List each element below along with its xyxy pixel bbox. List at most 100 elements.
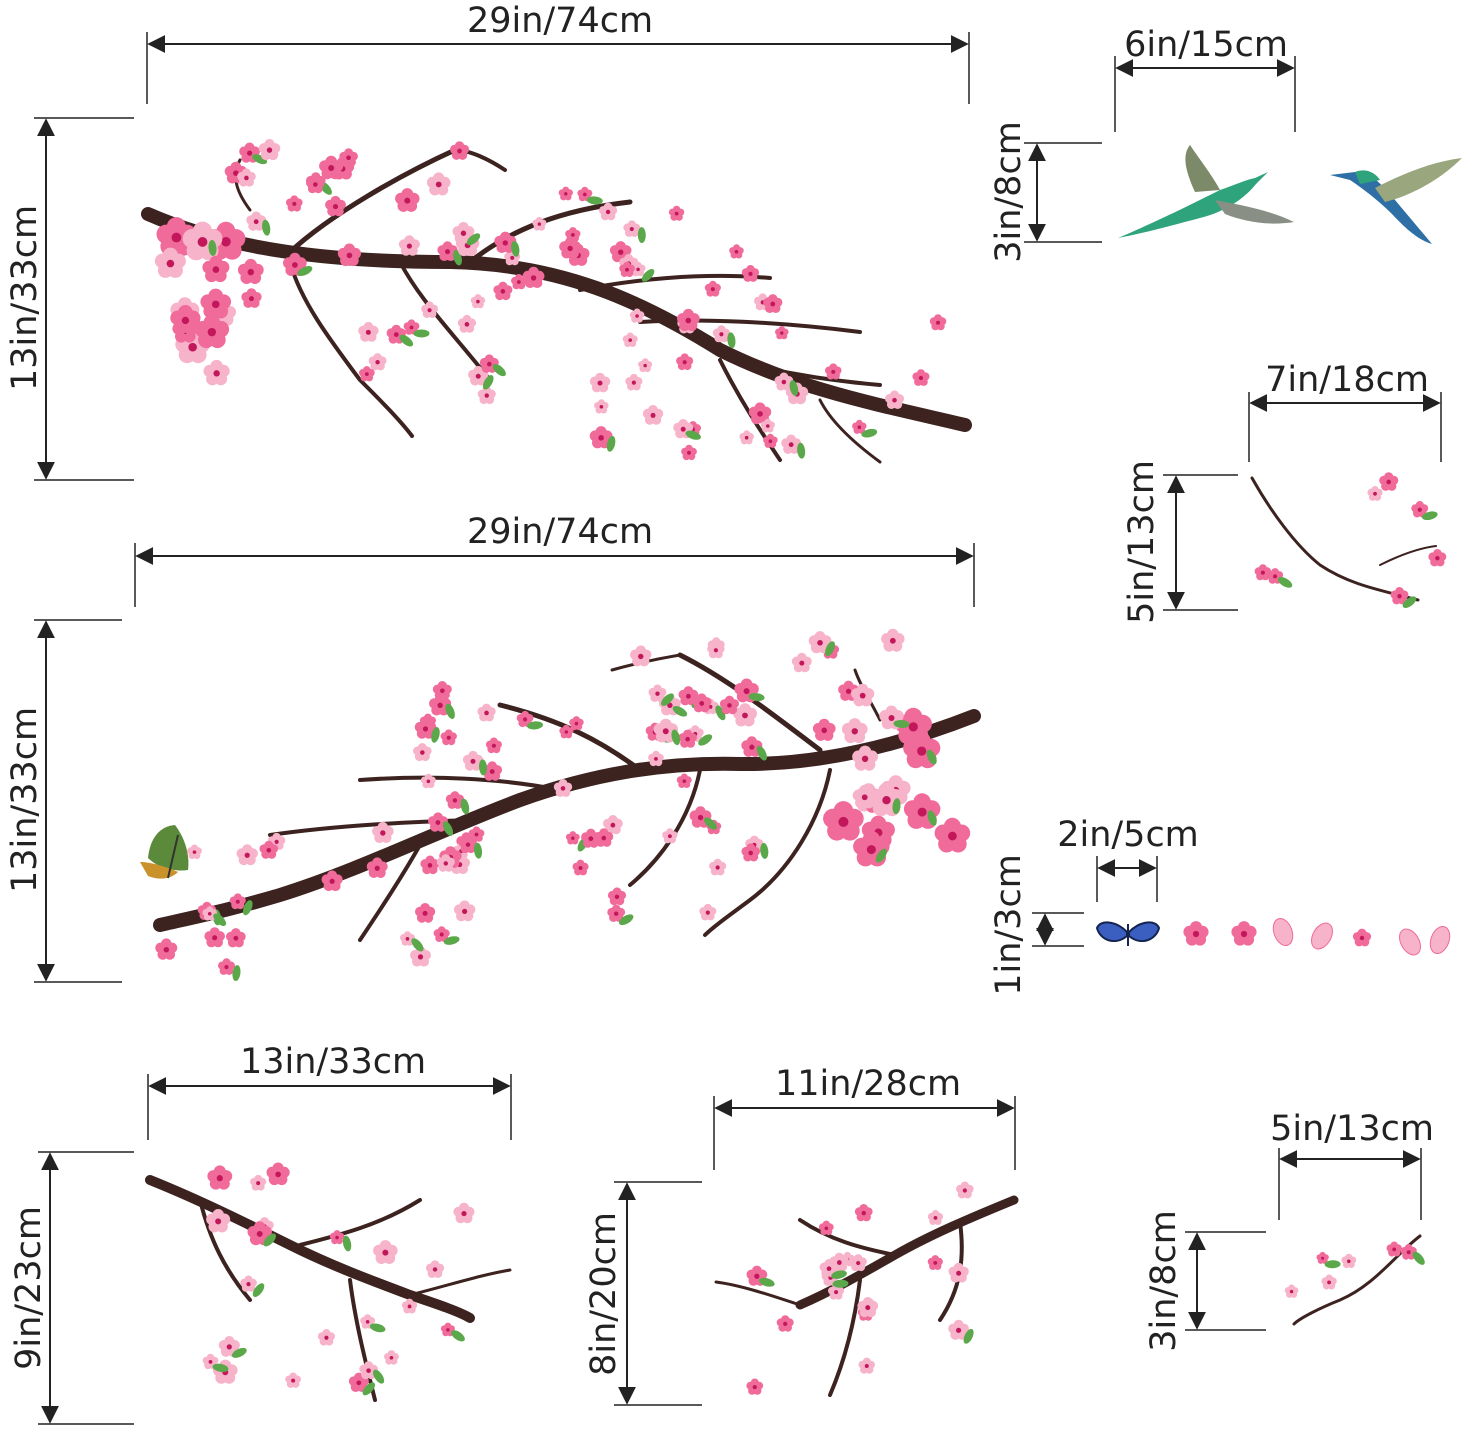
blossom-icon: [218, 958, 235, 975]
blossom-icon: [565, 831, 580, 845]
leaf-icon: [825, 641, 836, 657]
leaf-icon: [342, 1235, 352, 1252]
leaf-icon: [478, 759, 488, 776]
blossom-icon: [1352, 928, 1372, 947]
hummingbird-right-icon: [1330, 158, 1462, 244]
blossom-icon: [956, 1181, 974, 1199]
blossom-icon: [589, 372, 611, 393]
blossom-icon: [1386, 1241, 1402, 1257]
blossom-icon: [453, 900, 476, 922]
leaf-icon: [1402, 596, 1417, 608]
width-label-sprig-right: 7in/18cm: [1265, 360, 1429, 400]
blossom-icon: [440, 729, 457, 746]
leaf-icon: [213, 913, 227, 927]
blossom-icon: [741, 843, 760, 862]
blossom-icon: [763, 433, 778, 448]
blossom-icon: [625, 373, 643, 391]
height-dimension-corner-mid: 8in/20cm: [584, 1181, 702, 1406]
blossom-icon: [286, 195, 303, 212]
blossom-icon: [739, 430, 754, 445]
blossom-icon: [236, 844, 258, 866]
leaf-icon: [748, 693, 765, 702]
leaf-icon: [831, 1270, 847, 1279]
blossom-icon: [339, 148, 358, 167]
blossom-icon: [329, 1230, 345, 1245]
blossom-icon: [589, 426, 613, 449]
leaf-icon: [715, 705, 726, 721]
height-label-corner-left: 9in/23cm: [9, 1206, 49, 1370]
blossom-icon: [699, 903, 717, 921]
blossom-icon: [1379, 472, 1399, 491]
petal-icon: [1311, 922, 1333, 950]
leaf-icon: [727, 332, 736, 349]
leaf-icon: [661, 693, 674, 706]
blossom-icon: [1390, 587, 1409, 605]
height-dimension-top: 13in/33cm: [5, 117, 134, 481]
blossom-icon: [436, 854, 455, 872]
blossom-icon: [857, 1297, 879, 1318]
petal-icon: [1399, 928, 1421, 956]
blossom-icon: [493, 281, 513, 301]
blossom-icon: [470, 294, 486, 309]
blossom-icon: [948, 1319, 969, 1340]
hummingbirds-group: 6in/15cm 3in/8cm: [989, 25, 1462, 263]
blossom-icon: [692, 693, 712, 713]
leaf-icon: [373, 1369, 385, 1384]
blossom-icon: [1400, 1244, 1417, 1260]
leaf-icon: [399, 334, 414, 347]
blossom-icon: [676, 353, 694, 371]
blossom-icon: [825, 363, 842, 380]
height-label-tiny-sprig: 3in/8cm: [1144, 1210, 1184, 1352]
blossom-icon: [359, 366, 375, 382]
blossom-icon: [204, 927, 225, 948]
blossom-icon: [283, 252, 307, 276]
blossom-icon: [609, 241, 632, 263]
width-label-butterfly: 2in/5cm: [1057, 815, 1199, 855]
blossom-icon: [852, 784, 877, 809]
blossom-icon: [368, 353, 387, 371]
blossom-icon: [395, 188, 420, 212]
width-dimension-bottom: 29in/74cm: [134, 512, 975, 607]
blossom-icon: [719, 695, 740, 715]
blossom-icon: [485, 737, 502, 754]
blossom-icon: [433, 926, 450, 942]
blossom-icon: [569, 716, 584, 731]
blossom-icon: [477, 703, 496, 722]
blossom-icon: [207, 1165, 233, 1190]
blossom-icon: [366, 857, 388, 879]
leaf-icon: [797, 442, 806, 459]
blossom-icon: [638, 358, 653, 373]
blossom-icon: [384, 1350, 399, 1365]
blossom-icon: [678, 729, 697, 748]
width-dimension-sprig-right: 7in/18cm: [1248, 360, 1442, 462]
width-label-corner-left: 13in/33cm: [240, 1042, 426, 1082]
blossom-icon: [948, 1262, 969, 1283]
blossom-icon: [373, 1240, 398, 1264]
blossom-icon: [285, 1372, 302, 1388]
blossom-icon: [791, 652, 812, 673]
leaf-icon: [369, 1323, 386, 1333]
blossom-icon: [432, 681, 452, 700]
blossom-icon: [337, 243, 361, 267]
leaf-icon: [431, 727, 440, 743]
blossom-icon: [237, 168, 256, 187]
blossom-icon: [1341, 1253, 1357, 1269]
leaf-icon: [963, 1328, 974, 1344]
leaf-icon: [212, 1363, 229, 1373]
leaf-icon: [759, 1277, 775, 1287]
blossom-icon: [775, 326, 789, 340]
blossom-icon: [206, 1209, 231, 1233]
blossom-icon: [1183, 921, 1209, 946]
blossom-icon: [603, 815, 623, 835]
blossom-icon: [1411, 501, 1429, 518]
blossom-icon: [707, 641, 725, 659]
leaf-icon: [619, 914, 634, 926]
butterfly-petals-group: 2in/5cm 1in/3cm: [989, 815, 1199, 996]
blossom-icon: [885, 390, 905, 409]
blossom-icon: [623, 220, 641, 237]
leaf-icon: [208, 239, 217, 256]
blossom-icon: [250, 1174, 267, 1191]
blossom-icon: [511, 274, 527, 290]
blossom-icon: [218, 1336, 240, 1357]
